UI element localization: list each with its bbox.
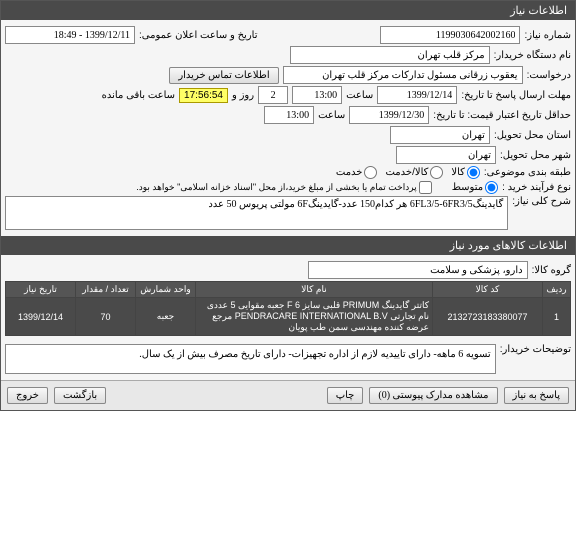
niaz-number-label: شماره نیاز: [524, 30, 571, 41]
row-deadline: مهلت ارسال پاسخ تا تاریخ: ساعت روز و 17:… [5, 86, 571, 104]
buyer-note-field: تسویه 6 ماهه- دارای تاییدیه لازم از ادار… [5, 344, 496, 374]
partial-payment-option[interactable]: پرداخت تمام یا بخشی از مبلغ خرید،از محل … [136, 181, 431, 194]
min-validity-time-label: ساعت [318, 110, 345, 121]
attachments-button[interactable]: مشاهده مدارک پیوستی (0) [369, 387, 497, 404]
respond-button[interactable]: پاسخ به نیاز [504, 387, 570, 404]
th-code: کد کالا [433, 282, 543, 298]
goods-group-label: گروه کالا: [532, 265, 571, 276]
category-label: طبقه بندی موضوعی: [484, 167, 571, 178]
need-info-panel: اطلاعات نیاز شماره نیاز: تاریخ و ساعت اع… [0, 0, 576, 411]
goods-panel-title: اطلاعات کالاهای مورد نیاز [1, 236, 575, 255]
print-button[interactable]: چاپ [327, 387, 364, 404]
goods-group-field [308, 261, 528, 279]
cat-service-option[interactable]: خدمت [336, 166, 378, 179]
countdown-timer: 17:56:54 [179, 88, 228, 103]
cat-goods-service-label: کالا/خدمت [385, 167, 428, 178]
min-validity-date-field [349, 106, 429, 124]
desc-field [5, 196, 508, 230]
province-field [390, 126, 490, 144]
device-label: نام دستگاه خریدار: [494, 50, 571, 61]
th-unit: واحد شمارش [136, 282, 196, 298]
cat-service-label: خدمت [336, 167, 363, 178]
row-category: طبقه بندی موضوعی: کالا کالا/خدمت خدمت [5, 166, 571, 179]
cell-date: 1399/12/14 [6, 298, 76, 336]
panel-title: اطلاعات نیاز [1, 1, 575, 20]
row-min-validity: حداقل تاریخ اعتبار قیمت: تا تاریخ: ساعت [5, 106, 571, 124]
deadline-time-field [292, 86, 342, 104]
niaz-number-field [380, 26, 520, 44]
th-name: نام کالا [196, 282, 433, 298]
days-field [258, 86, 288, 104]
cell-qty: 70 [76, 298, 136, 336]
buyer-note-label: توضیحات خریدار: [500, 344, 571, 355]
cell-code: 2132723183380077 [433, 298, 543, 336]
row-process: نوع فرآیند خرید : متوسط پرداخت تمام یا ب… [5, 181, 571, 194]
proc-medium-radio[interactable] [485, 181, 498, 194]
requester-field [283, 66, 523, 84]
row-buyer-note: توضیحات خریدار: تسویه 6 ماهه- دارای تایی… [5, 344, 571, 374]
process-label: نوع فرآیند خرید : [502, 182, 571, 193]
th-qty: تعداد / مقدار [76, 282, 136, 298]
row-goods-group: گروه کالا: [5, 261, 571, 279]
th-date: تاریخ نیاز [6, 282, 76, 298]
proc-medium-label: متوسط [452, 182, 483, 193]
partial-payment-checkbox[interactable] [419, 181, 432, 194]
desc-label: شرح کلی نیاز: [512, 196, 571, 207]
back-button[interactable]: بازگشت [54, 387, 106, 404]
deadline-label: مهلت ارسال پاسخ تا تاریخ: [461, 90, 571, 101]
province-label: استان محل تحویل: [494, 130, 571, 141]
category-radio-group: کالا کالا/خدمت خدمت [336, 166, 480, 179]
min-validity-label: حداقل تاریخ اعتبار قیمت: تا تاریخ: [433, 110, 571, 121]
row-city: شهر محل تحویل: [5, 146, 571, 164]
city-label: شهر محل تحویل: [500, 150, 571, 161]
cell-name: کاتتر گایدینگ PRIMUM قلبی سایز F 6 جعبه … [196, 298, 433, 336]
deadline-time-label: ساعت [346, 90, 373, 101]
table-row: 1 2132723183380077 کاتتر گایدینگ PRIMUM … [6, 298, 571, 336]
announce-label: تاریخ و ساعت اعلان عمومی: [139, 30, 258, 41]
cell-unit: جعبه [136, 298, 196, 336]
city-field [396, 146, 496, 164]
cat-goods-service-radio[interactable] [430, 166, 443, 179]
process-radio-group: متوسط [452, 181, 498, 194]
goods-table: ردیف کد کالا نام کالا واحد شمارش تعداد /… [5, 281, 571, 336]
min-validity-time-field [264, 106, 314, 124]
footer-bar: پاسخ به نیاز مشاهده مدارک پیوستی (0) چاپ… [1, 380, 575, 410]
partial-payment-label: پرداخت تمام یا بخشی از مبلغ خرید،از محل … [136, 182, 416, 193]
cat-goods-service-option[interactable]: کالا/خدمت [385, 166, 443, 179]
cat-goods-label: کالا [451, 167, 465, 178]
table-header-row: ردیف کد کالا نام کالا واحد شمارش تعداد /… [6, 282, 571, 298]
cell-idx: 1 [543, 298, 571, 336]
goods-panel-body: گروه کالا: ردیف کد کالا نام کالا واحد شم… [1, 255, 575, 380]
exit-button[interactable]: خروج [7, 387, 48, 404]
days-label: روز و [232, 90, 254, 101]
row-device: نام دستگاه خریدار: [5, 46, 571, 64]
device-field [290, 46, 490, 64]
buyer-contact-button[interactable]: اطلاعات تماس خریدار [169, 67, 278, 84]
proc-medium-option[interactable]: متوسط [452, 181, 498, 194]
cat-service-radio[interactable] [364, 166, 377, 179]
announce-field [5, 26, 135, 44]
cat-goods-radio[interactable] [467, 166, 480, 179]
row-description: شرح کلی نیاز: [5, 196, 571, 230]
deadline-date-field [377, 86, 457, 104]
panel-body: شماره نیاز: تاریخ و ساعت اعلان عمومی: نا… [1, 20, 575, 236]
requester-label: درخواست: [527, 70, 571, 81]
cat-goods-option[interactable]: کالا [451, 166, 480, 179]
row-niaz-number: شماره نیاز: تاریخ و ساعت اعلان عمومی: [5, 26, 571, 44]
row-province: استان محل تحویل: [5, 126, 571, 144]
row-requester: درخواست: اطلاعات تماس خریدار [5, 66, 571, 84]
remaining-label: ساعت باقی مانده [102, 90, 175, 101]
th-row: ردیف [543, 282, 571, 298]
